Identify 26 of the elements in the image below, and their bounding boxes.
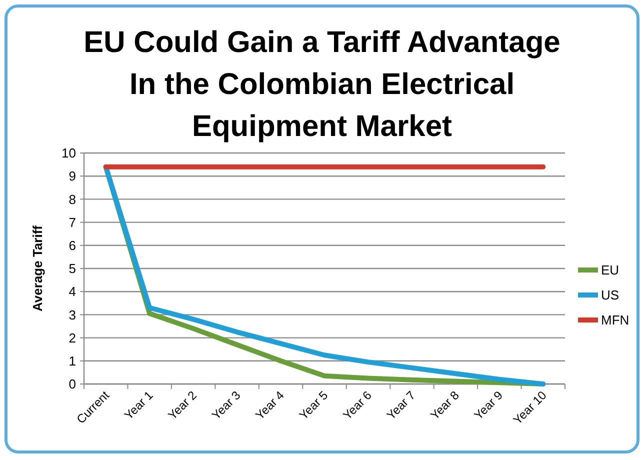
x-tick-label: Year 4 [252, 388, 288, 422]
y-tick-label: 3 [68, 307, 76, 322]
x-tick-label: Year 6 [340, 388, 375, 422]
y-tick-label: 2 [68, 330, 76, 346]
y-tick-label: 5 [68, 261, 76, 276]
legend-label: MFN [601, 312, 630, 328]
x-tick-label: Year 9 [471, 388, 506, 422]
x-tick-label: Year 7 [384, 388, 418, 422]
y-tick-label: 1 [68, 353, 76, 368]
legend-label: US [601, 288, 620, 303]
chart-title: EU Could Gain a Tariff Advantage In the Colombian Electrical Equipment Market [84, 26, 560, 143]
x-tick-label: Year 3 [209, 388, 244, 422]
x-tick-label: Year 1 [122, 388, 156, 422]
x-tick-label: Year 10 [510, 388, 550, 428]
x-tick-label: Year 8 [428, 388, 462, 422]
x-tick-label: Year 5 [296, 388, 331, 422]
y-tick-label: 7 [68, 214, 76, 230]
y-tick-label: 6 [68, 238, 76, 253]
y-tick-label: 9 [68, 168, 76, 184]
y-axis-title: Average Tariff [30, 224, 45, 312]
x-tick-label: Year 2 [165, 388, 200, 422]
y-tick-label: 8 [68, 192, 76, 207]
legend-label: EU [601, 262, 620, 278]
y-tick-label: 10 [62, 146, 76, 161]
y-tick-label: 4 [68, 284, 76, 300]
y-tick-label: 0 [68, 376, 76, 392]
